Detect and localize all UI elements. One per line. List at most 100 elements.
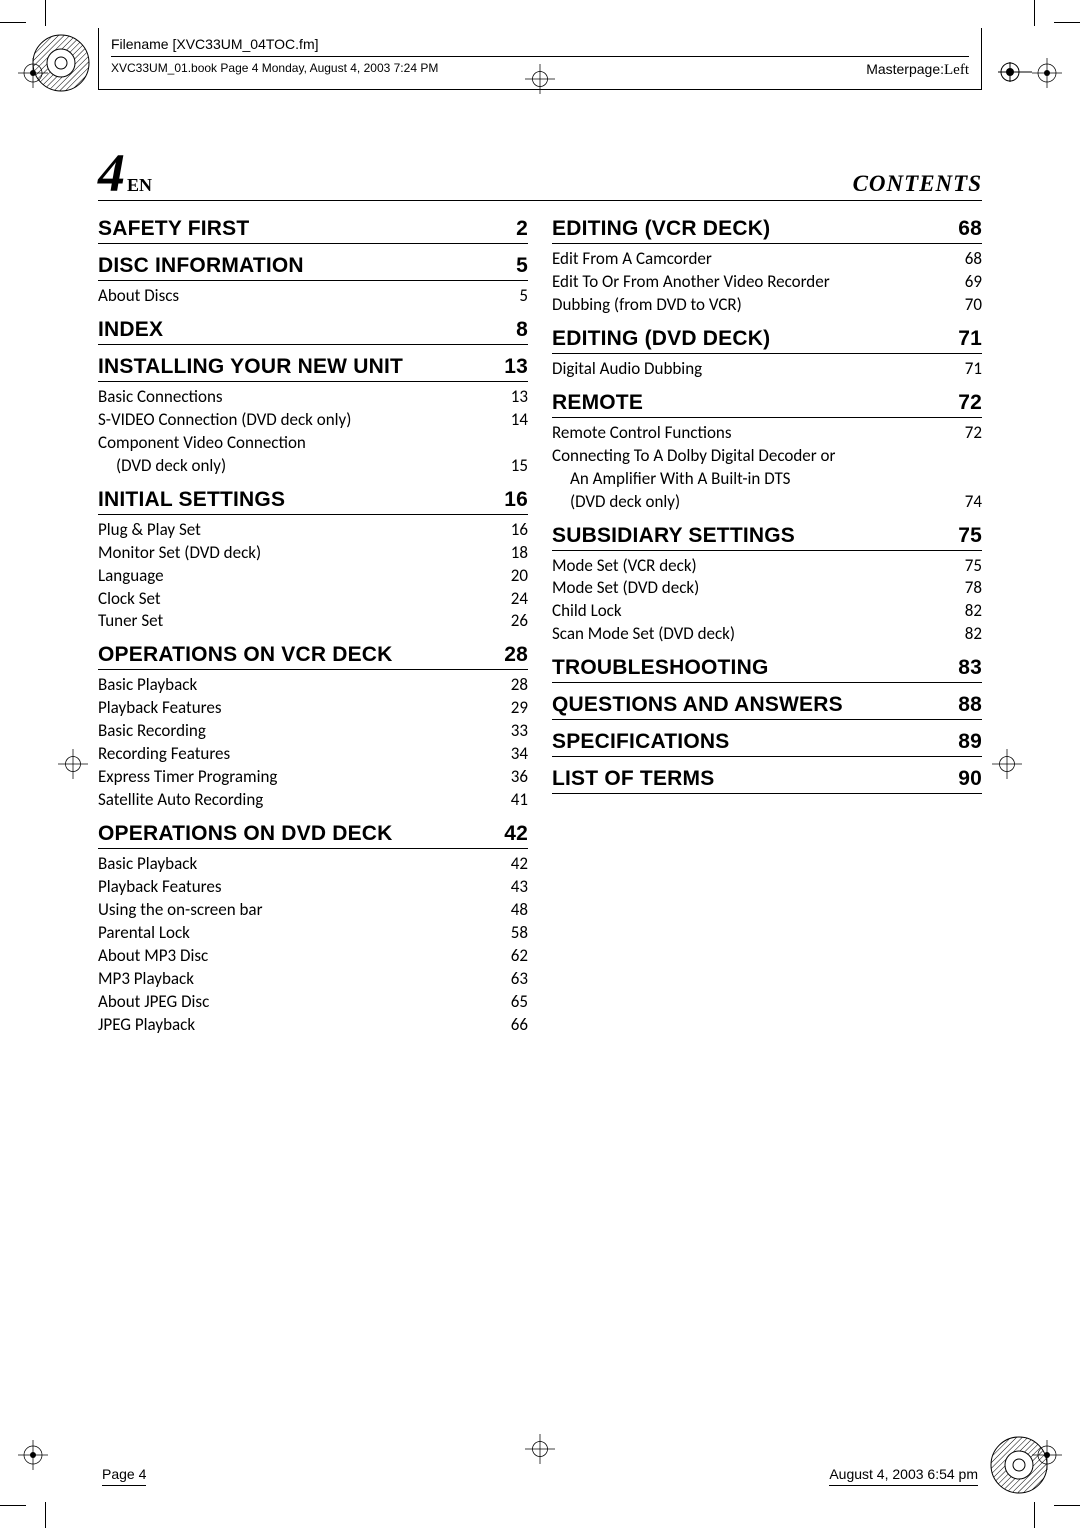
entry-text: Digital Audio Dubbing [552, 358, 702, 381]
section-heading: QUESTIONS AND ANSWERS88 [552, 683, 982, 720]
section-page: 28 [504, 643, 528, 667]
entry-page: 58 [502, 922, 528, 945]
entry-text: Basic Recording [98, 720, 206, 743]
entry-text: Satellite Auto Recording [98, 789, 263, 812]
section-page: 5 [516, 254, 528, 278]
entry-page: 82 [956, 623, 982, 646]
entry-page: 48 [502, 899, 528, 922]
section-entries: Basic Playback42Playback Features43Using… [98, 849, 528, 1037]
section-title: REMOTE [552, 391, 643, 415]
entry-text: Playback Features [98, 697, 221, 720]
crop-tick [1054, 1505, 1080, 1506]
entry-page: 74 [956, 491, 982, 514]
section-entries: Edit From A Camcorder68Edit To Or From A… [552, 244, 982, 317]
entry-page: 34 [502, 743, 528, 766]
section-page: 71 [958, 327, 982, 351]
toc-entry: Tuner Set26 [98, 610, 528, 633]
toc-entry: Dubbing (from DVD to VCR) 70 [552, 294, 982, 317]
header-box: Filename [XVC33UM_04TOC.fm] XVC33UM_01.b… [98, 28, 982, 90]
toc-entry: Language20 [98, 565, 528, 588]
section-title: INDEX [98, 318, 163, 342]
entry-text: Scan Mode Set (DVD deck) [552, 623, 735, 646]
section-heading: INDEX 8 [98, 308, 528, 345]
crop-tick [1034, 0, 1035, 26]
arrow-icon [998, 60, 1032, 84]
entry-text: (DVD deck only) [116, 455, 226, 478]
section-title: EDITING (DVD DECK) [552, 327, 770, 351]
footer-left: Page 4 [102, 1466, 146, 1482]
section-page: 42 [504, 822, 528, 846]
footer-right: August 4, 2003 6:54 pm [829, 1466, 978, 1482]
section-title: OPERATIONS ON DVD DECK [98, 822, 393, 846]
toc-entry: Recording Features34 [98, 743, 528, 766]
crop-tick [45, 0, 46, 26]
section-entries: Digital Audio Dubbing71 [552, 354, 982, 381]
section-heading: LIST OF TERMS 90 [552, 757, 982, 794]
entry-page: 5 [502, 285, 528, 308]
entry-page: 20 [502, 565, 528, 588]
crop-tick [1034, 1502, 1035, 1528]
section-title: INSTALLING YOUR NEW UNIT [98, 355, 403, 379]
entry-page: 16 [502, 519, 528, 542]
section-title: INITIAL SETTINGS [98, 488, 285, 512]
section-title: SPECIFICATIONS [552, 730, 729, 754]
entry-page: 42 [502, 853, 528, 876]
section-heading: TROUBLESHOOTING83 [552, 646, 982, 683]
entry-text: Express Timer Programing [98, 766, 277, 789]
entry-page: 43 [502, 876, 528, 899]
footer: Page 4 August 4, 2003 6:54 pm [98, 1466, 982, 1482]
section-page: 72 [958, 391, 982, 415]
spiral-icon [26, 28, 96, 98]
entry-text: (DVD deck only) [570, 491, 680, 514]
entry-page: 24 [502, 588, 528, 611]
entry-text: Basic Connections [98, 386, 223, 409]
page-frame: Filename [XVC33UM_04TOC.fm] XVC33UM_01.b… [98, 28, 982, 1500]
toc-entry: JPEG Playback 66 [98, 1014, 528, 1037]
section-heading: INSTALLING YOUR NEW UNIT13 [98, 345, 528, 382]
entry-text: JPEG Playback [98, 1014, 195, 1037]
toc-entry: Express Timer Programing 36 [98, 766, 528, 789]
entry-page: 36 [502, 766, 528, 789]
toc-entry: (DVD deck only) 15 [98, 455, 528, 478]
entry-page: 15 [502, 455, 528, 478]
entry-page: 70 [956, 294, 982, 317]
entry-page: 41 [502, 789, 528, 812]
masterpage-label: Masterpage: [866, 61, 944, 77]
section-page: 2 [516, 217, 528, 241]
crop-tick [45, 1502, 46, 1528]
filename-value: [XVC33UM_04TOC.fm] [172, 36, 318, 52]
reg-mark-icon [1032, 58, 1062, 88]
section-page: 90 [958, 767, 982, 791]
toc-entry: Playback Features29 [98, 697, 528, 720]
entry-text: Clock Set [98, 588, 161, 611]
section-page: 88 [958, 693, 982, 717]
toc-entry: Edit To Or From Another Video Recorder69 [552, 271, 982, 294]
section-page: 83 [958, 656, 982, 680]
section-title: LIST OF TERMS [552, 767, 714, 791]
entry-text: Monitor Set (DVD deck) [98, 542, 261, 565]
entry-page: 75 [956, 555, 982, 578]
entry-page: 14 [502, 409, 528, 432]
toc-entry: Remote Control Functions72 [552, 422, 982, 445]
entry-text: Basic Playback [98, 853, 197, 876]
section-title: DISC INFORMATION [98, 254, 304, 278]
section-heading: OPERATIONS ON DVD DECK 42 [98, 812, 528, 849]
section-heading: EDITING (VCR DECK)68 [552, 207, 982, 244]
section-page: 89 [958, 730, 982, 754]
toc-entry: Clock Set 24 [98, 588, 528, 611]
entry-page: 66 [502, 1014, 528, 1037]
entry-page: 69 [956, 271, 982, 294]
toc-entry: Basic Connections13 [98, 386, 528, 409]
section-heading: SUBSIDIARY SETTINGS75 [552, 514, 982, 551]
section-page: 8 [516, 318, 528, 342]
entry-text: Dubbing (from DVD to VCR) [552, 294, 742, 317]
entry-page: 18 [502, 542, 528, 565]
toc-entry: (DVD deck only) 74 [552, 491, 982, 514]
section-page: 16 [504, 488, 528, 512]
section-heading: INITIAL SETTINGS 16 [98, 478, 528, 515]
entry-text: Basic Playback [98, 674, 197, 697]
entry-page: 28 [502, 674, 528, 697]
contents-label: CONTENTS [853, 171, 982, 197]
crop-tick [0, 1505, 26, 1506]
entry-text: Child Lock [552, 600, 622, 623]
